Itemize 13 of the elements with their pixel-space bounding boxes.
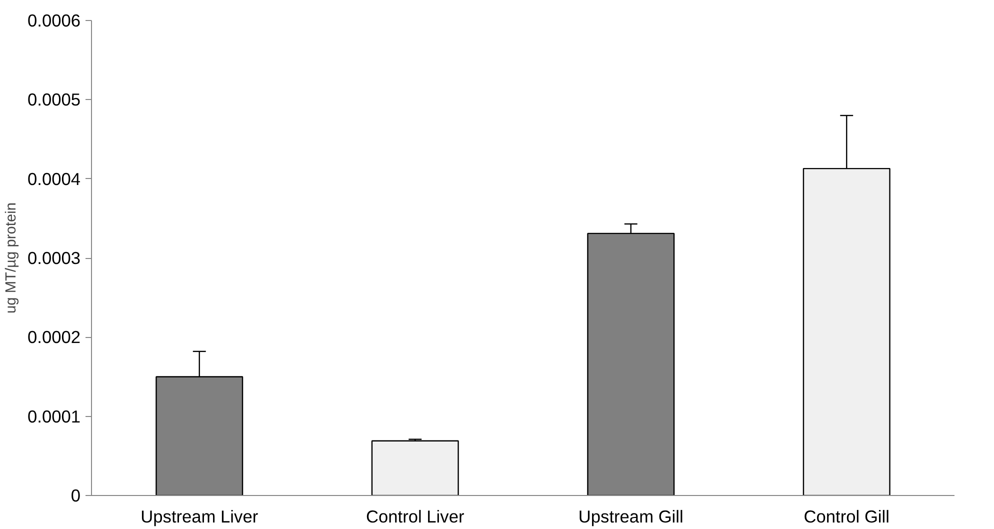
x-tick-label: Control Liver xyxy=(366,506,464,526)
y-tick-label: 0.0001 xyxy=(28,406,80,426)
y-tick-label: 0 xyxy=(70,486,81,506)
y-tick-label: 0.0006 xyxy=(28,10,80,30)
x-tick-label: Control Gill xyxy=(804,506,890,526)
y-tick-label: 0.0003 xyxy=(28,248,80,268)
y-axis-title: ug MT/µg protein xyxy=(4,202,20,314)
y-tick-label: 0.0004 xyxy=(28,168,81,189)
y-tick-label: 0.0005 xyxy=(28,90,80,110)
x-tick-label: Upstream Liver xyxy=(140,506,258,526)
y-tick-label: 0.0002 xyxy=(28,327,80,348)
x-tick-label: Upstream Gill xyxy=(578,506,684,526)
bar xyxy=(371,440,459,496)
